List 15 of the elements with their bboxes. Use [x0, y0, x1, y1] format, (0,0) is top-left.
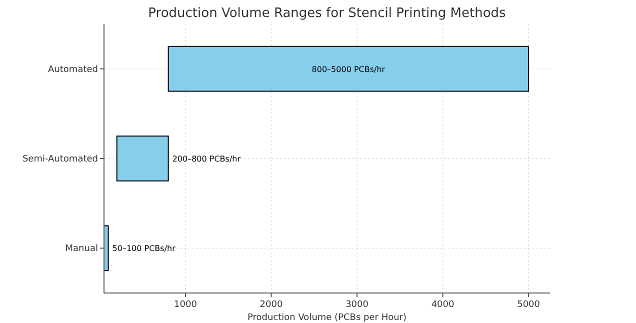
data-label: 50–100 PCBs/hr — [112, 244, 176, 254]
x-tick-label: 3000 — [346, 300, 369, 310]
bar — [116, 136, 169, 182]
x-axis-title: Production Volume (PCBs per Hour) — [247, 313, 407, 323]
data-label: 200–800 PCBs/hr — [172, 154, 242, 164]
y-tick-label: Semi-Automated — [22, 154, 98, 164]
chart-title: Production Volume Ranges for Stencil Printing Methods — [148, 6, 506, 21]
x-tick-label: 1000 — [174, 300, 198, 310]
bar — [168, 46, 530, 92]
x-tick-label: 4000 — [431, 300, 455, 310]
x-tick-label: 5000 — [517, 300, 540, 310]
y-tick-label: Manual — [65, 244, 98, 254]
x-tick-label: 2000 — [260, 300, 283, 310]
data-label: 800–5000 PCBs/hr — [312, 64, 386, 74]
y-tick-label: Automated — [48, 64, 98, 75]
